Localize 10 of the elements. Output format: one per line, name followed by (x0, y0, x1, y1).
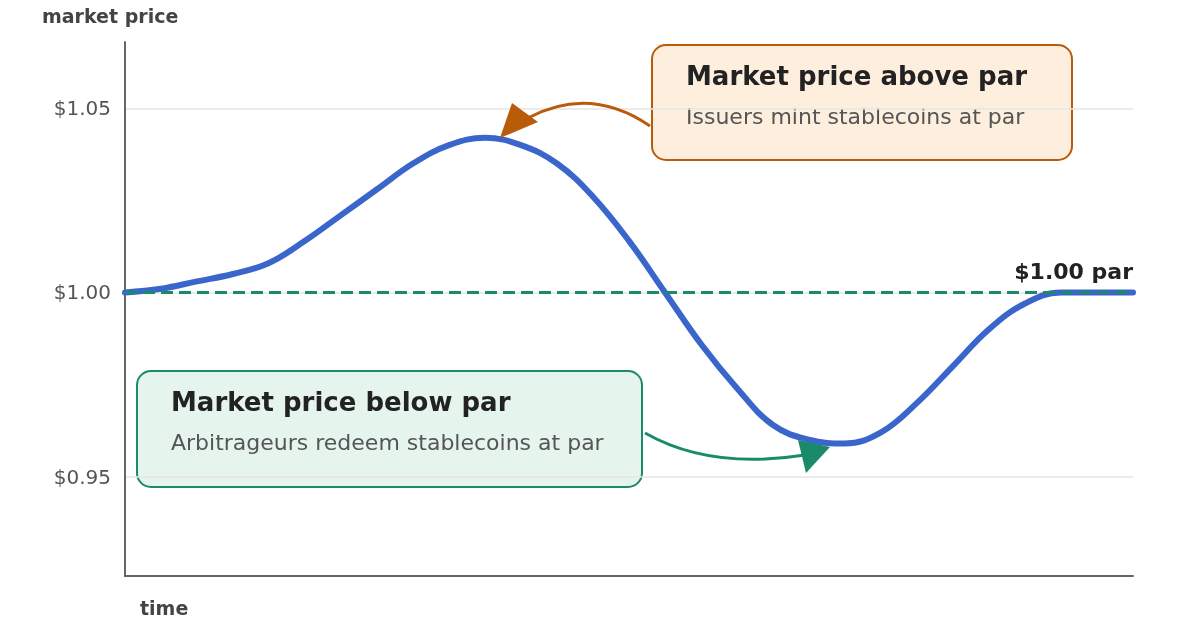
annotation: Issuers mint stablecoins at par (686, 103, 1026, 129)
y-axis-title: market price (42, 4, 179, 27)
y-tick-label: $1.00 (53, 280, 111, 305)
annotation: Market price below par (171, 387, 511, 417)
annotation: Arbitrageurs redeem stablecoins at par (171, 429, 605, 455)
annotation: Market price above par (686, 61, 1028, 91)
x-axis-title: time (140, 596, 189, 619)
ref-line-label: $1.00 par (1014, 258, 1134, 284)
y-tick-label: $0.95 (53, 464, 111, 489)
y-tick-label: $1.05 (53, 96, 111, 121)
